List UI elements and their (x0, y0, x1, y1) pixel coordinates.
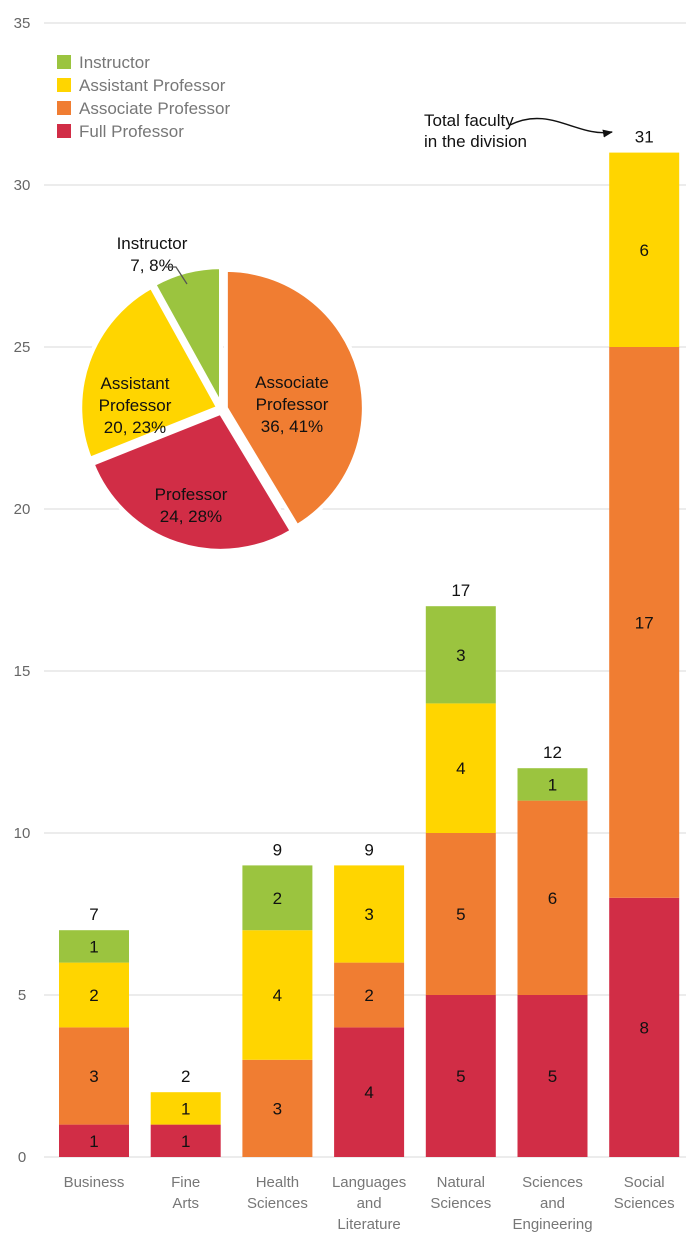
bar-segment-fine-arts-assistant-professor (150, 1092, 221, 1125)
y-tick-10: 10 (14, 825, 31, 842)
bar-segment-languages-and-literature-full-professor (334, 1027, 405, 1157)
total-label-natural-sciences: 17 (451, 581, 470, 600)
bar-group-social-sciences: 8 17 6 31 (609, 128, 680, 1157)
legend: Instructor Assistant Professor Associate P… (57, 53, 231, 141)
y-tick-30: 30 (14, 177, 31, 194)
pie-slice-instructor (151, 265, 223, 413)
y-tick-35: 35 (14, 15, 31, 32)
legend-entry-associate-professor: Associate Professor (79, 99, 231, 118)
legend-swatch-full-professor (57, 124, 71, 138)
data-label-business-instructor: 1 (89, 937, 98, 956)
bar-segment-social-sciences-associate-professor (609, 347, 680, 898)
y-tick-15: 15 (14, 663, 31, 680)
total-faculty-annotation: Total faculty in the division (424, 111, 527, 151)
total-label-business: 7 (89, 905, 98, 924)
bar-segment-health-sciences-associate-professor (242, 1059, 313, 1157)
total-label-languages-and-literature: 9 (364, 840, 373, 859)
y-tick-25: 25 (14, 339, 31, 356)
x-tick-social-sciences: Social Sciences (614, 1174, 675, 1212)
data-label-sciences-and-engineering-instructor: 1 (548, 775, 557, 794)
pie-chart: Associate Professor 36, 41% Professor 24, 28… (78, 234, 366, 553)
y-axis: 0 5 10 15 20 25 30 35 (14, 15, 31, 1166)
annotation-arrow (509, 117, 613, 138)
pie-slice-associate-professor (223, 267, 366, 529)
legend-swatch-associate-professor (57, 101, 71, 115)
x-tick-languages-and-literature: Languages and Literature (332, 1174, 406, 1233)
data-label-sciences-and-engineering-associate-professor: 6 (548, 889, 557, 908)
bar-segment-social-sciences-full-professor (609, 897, 680, 1157)
data-label-natural-sciences-instructor: 3 (456, 646, 465, 665)
total-label-sciences-and-engineering: 12 (543, 743, 562, 762)
data-label-natural-sciences-associate-professor: 5 (456, 905, 465, 924)
pie-label-instructor: Instructor 7, 8% (117, 234, 188, 275)
bar-segment-sciences-and-engineering-instructor (517, 768, 588, 801)
x-tick-business: Business (64, 1174, 125, 1191)
pie-label-associate-professor: Associate Professor 36, 41% (255, 373, 329, 436)
pie-slice-full-professor (89, 410, 295, 553)
legend-swatch-assistant-professor (57, 78, 71, 92)
bar-segment-natural-sciences-associate-professor (425, 833, 496, 995)
total-label-health-sciences: 9 (273, 840, 282, 859)
bar-segment-business-associate-professor (59, 1027, 129, 1125)
bar-segment-social-sciences-assistant-professor (609, 152, 680, 347)
bar-segment-sciences-and-engineering-associate-professor (517, 800, 588, 995)
data-label-fine-arts-full-professor: 1 (181, 1132, 190, 1151)
data-label-health-sciences-associate-professor: 3 (273, 1099, 282, 1118)
data-label-business-associate-professor: 3 (89, 1067, 98, 1086)
pie-label-full-professor: Professor 24, 28% (155, 485, 228, 526)
x-axis-categories: Business Fine Arts Health Sciences Languages a… (64, 1174, 675, 1233)
bar-segment-languages-and-literature-assistant-professor (334, 865, 405, 963)
data-label-social-sciences-associate-professor: 17 (635, 613, 654, 632)
bar-group-business: 1 3 2 1 7 (59, 905, 129, 1157)
data-label-natural-sciences-assistant-professor: 4 (456, 759, 465, 778)
data-label-social-sciences-assistant-professor: 6 (639, 241, 648, 260)
y-tick-0: 0 (18, 1149, 26, 1166)
legend-entry-assistant-professor: Assistant Professor (79, 76, 226, 95)
data-label-business-assistant-professor: 2 (89, 986, 98, 1005)
data-label-fine-arts-assistant-professor: 1 (181, 1099, 190, 1118)
total-annotation: Total faculty in the division (424, 111, 613, 151)
data-label-business-full-professor: 1 (89, 1132, 98, 1151)
bar-segment-business-assistant-professor (59, 962, 129, 1028)
pie-leader-instructor (166, 266, 188, 285)
x-tick-sciences-and-engineering: Sciences and Engineering (512, 1174, 592, 1233)
legend-entry-instructor: Instructor (79, 53, 150, 72)
bar-segment-health-sciences-instructor (242, 865, 313, 931)
x-tick-natural-sciences: Natural Sciences (430, 1174, 491, 1212)
data-label-health-sciences-assistant-professor: 4 (273, 986, 282, 1005)
bar-segment-natural-sciences-instructor (425, 606, 496, 704)
data-label-languages-and-literature-associate-professor: 2 (364, 986, 373, 1005)
bar-group-sciences-and-engineering: 5 6 1 12 (517, 743, 588, 1157)
bar-group-languages-and-literature: 4 2 3 9 (334, 840, 405, 1157)
pie-slice-assistant-professor (78, 284, 222, 462)
data-label-natural-sciences-full-professor: 5 (456, 1067, 465, 1086)
data-label-languages-and-literature-full-professor: 4 (364, 1083, 373, 1102)
data-label-sciences-and-engineering-full-professor: 5 (548, 1067, 557, 1086)
bar-segment-sciences-and-engineering-full-professor (517, 995, 588, 1157)
bar-segment-natural-sciences-full-professor (425, 995, 496, 1157)
data-label-health-sciences-instructor: 2 (273, 889, 282, 908)
bar-segment-languages-and-literature-associate-professor (334, 962, 405, 1028)
data-label-social-sciences-full-professor: 8 (639, 1018, 648, 1037)
bar-segment-fine-arts-full-professor (150, 1124, 221, 1157)
x-tick-fine-arts: Fine Arts (171, 1174, 200, 1212)
data-label-languages-and-literature-assistant-professor: 3 (364, 905, 373, 924)
pie-label-assistant-professor: Assistant Professor 20, 23% (99, 374, 172, 437)
y-tick-20: 20 (14, 501, 31, 518)
legend-swatch-instructor (57, 55, 71, 69)
bar-segment-health-sciences-assistant-professor (242, 930, 313, 1060)
bar-segment-business-full-professor (59, 1124, 129, 1157)
total-label-social-sciences: 31 (635, 128, 654, 147)
bar-group-health-sciences: 3 4 2 9 (242, 840, 313, 1157)
y-tick-5: 5 (18, 987, 26, 1004)
x-tick-health-sciences: Health Sciences (247, 1174, 308, 1212)
bar-segment-business-instructor (59, 930, 129, 963)
bar-segment-natural-sciences-assistant-professor (425, 703, 496, 833)
legend-entry-full-professor: Full Professor (79, 122, 184, 141)
bar-group-natural-sciences: 5 5 4 3 17 (425, 581, 496, 1157)
bar-group-fine-arts: 1 1 2 (150, 1067, 221, 1157)
total-label-fine-arts: 2 (181, 1067, 190, 1086)
